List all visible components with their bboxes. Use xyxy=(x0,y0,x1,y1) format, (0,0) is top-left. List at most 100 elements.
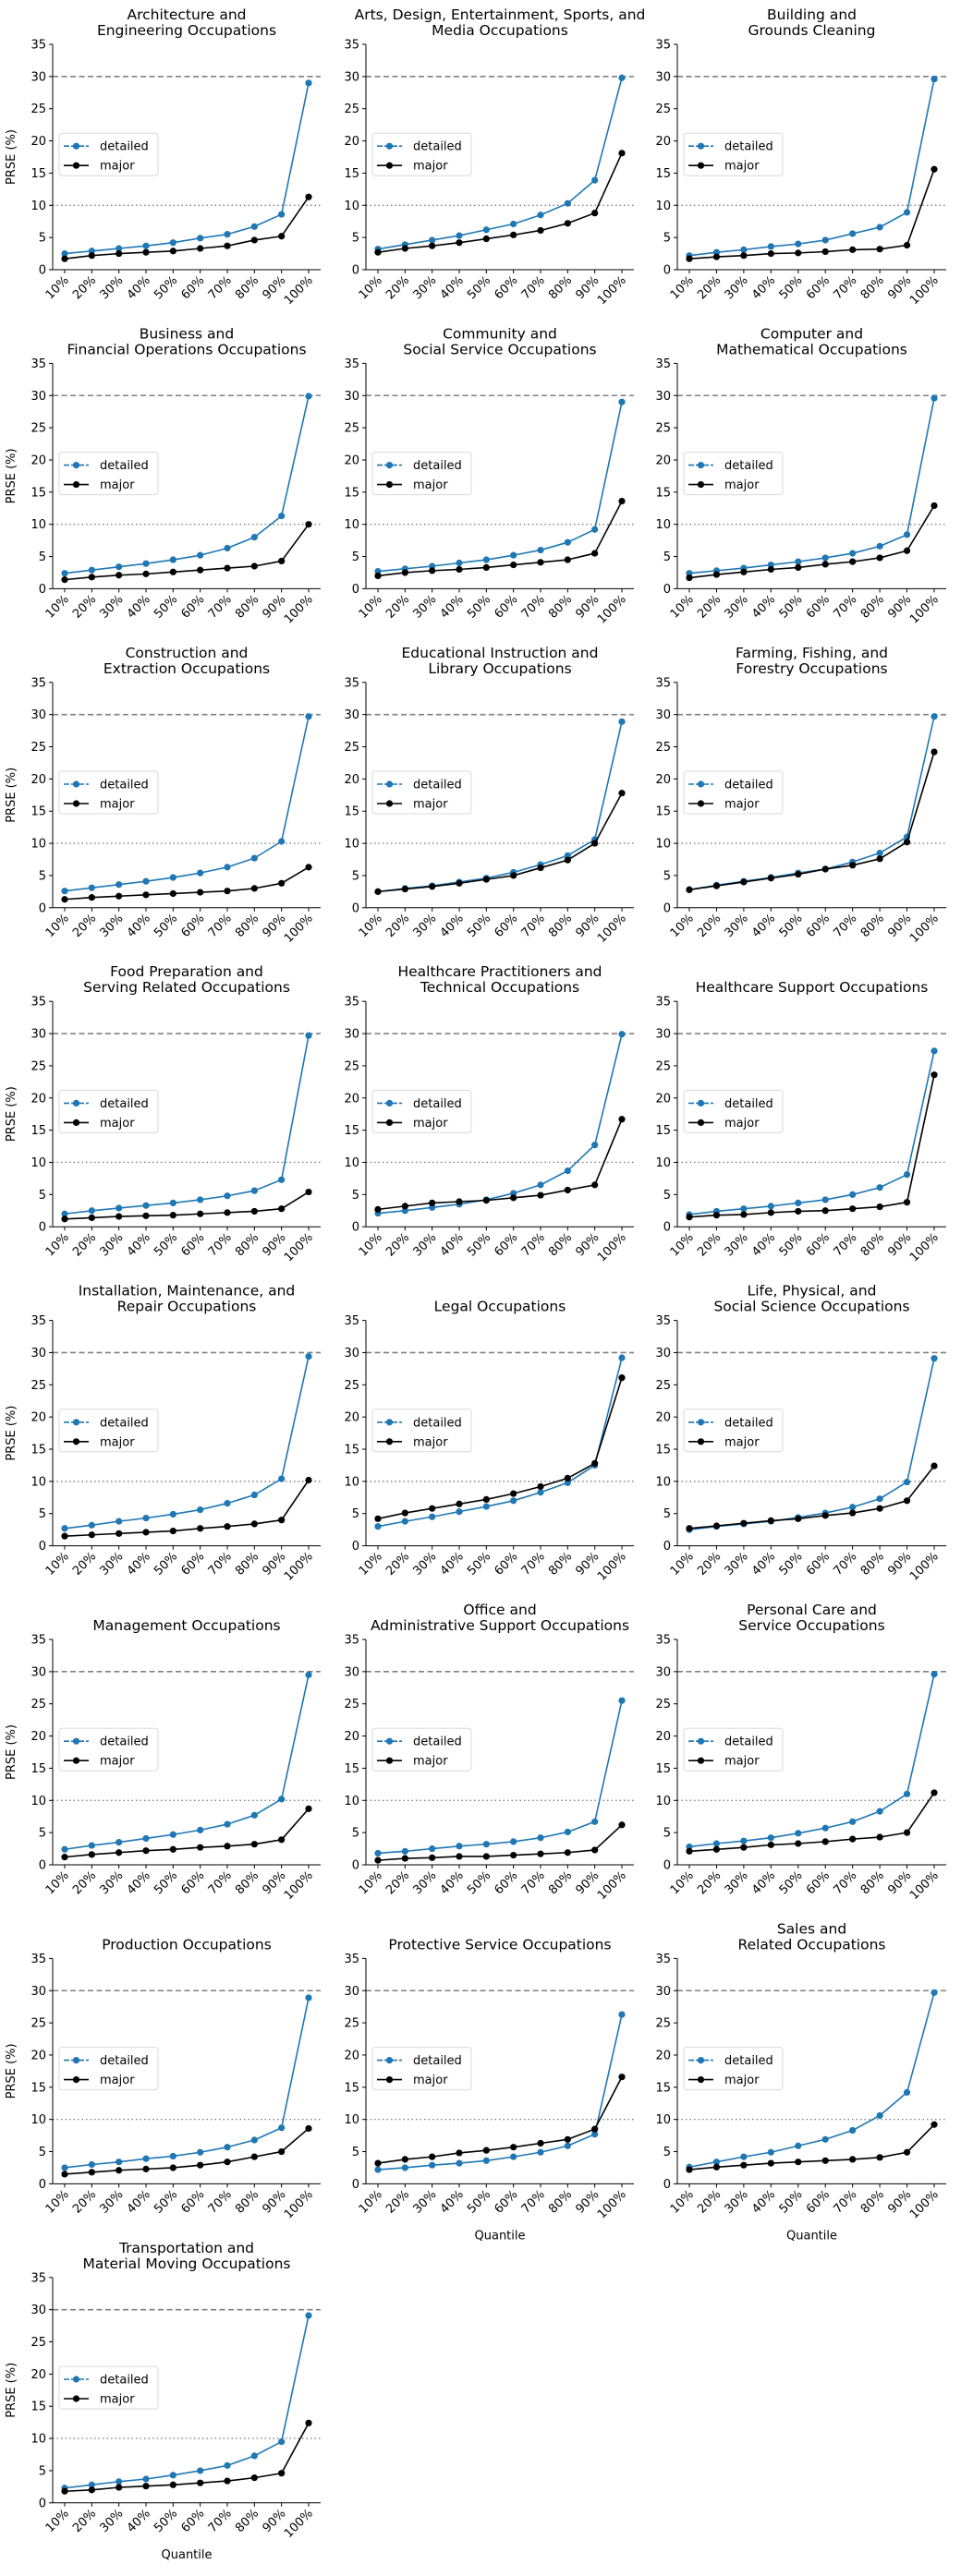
legend-label-major: major xyxy=(413,1435,448,1449)
series-line-major xyxy=(64,1191,310,1220)
x-tick-label: 10% xyxy=(43,1230,72,1259)
x-tick-label: 50% xyxy=(152,273,180,302)
x-tick-label: 100% xyxy=(907,1869,942,1903)
y-tick-label: 5 xyxy=(663,1507,671,1521)
data-point-detailed xyxy=(88,884,95,891)
data-point-detailed xyxy=(903,1171,911,1179)
x-tick-label: 80% xyxy=(233,2507,262,2535)
legend-marker-detailed xyxy=(72,142,80,150)
legend-marker-detailed xyxy=(697,780,705,788)
data-point-major xyxy=(712,253,721,260)
y-tick-label: 5 xyxy=(39,1507,46,1521)
data-point-detailed xyxy=(61,570,68,577)
data-point-major xyxy=(116,2484,123,2491)
data-point-detailed xyxy=(740,1205,748,1213)
y-tick-label: 0 xyxy=(663,1540,671,1554)
series-line-detailed xyxy=(64,1675,310,1851)
y-tick-label: 20 xyxy=(344,2049,359,2062)
data-point-major xyxy=(482,1197,490,1204)
x-tick-label: 20% xyxy=(695,912,724,940)
data-point-detailed xyxy=(510,220,517,228)
y-tick-label: 0 xyxy=(39,2178,46,2192)
x-tick-label: 70% xyxy=(831,593,859,622)
legend-label-major: major xyxy=(724,1117,760,1131)
x-tick-label: 100% xyxy=(595,912,629,946)
data-point-detailed xyxy=(250,1811,258,1819)
legend-marker-major xyxy=(72,481,80,489)
data-point-major xyxy=(116,892,123,900)
data-point-detailed xyxy=(224,231,231,238)
data-point-detailed xyxy=(224,1820,231,1828)
x-tick-label: 70% xyxy=(206,1869,235,1897)
data-point-detailed xyxy=(197,2148,204,2156)
y-tick-label: 35 xyxy=(344,39,359,53)
legend-label-detailed: detailed xyxy=(724,1416,773,1430)
data-point-major xyxy=(456,879,463,887)
data-point-detailed xyxy=(305,713,312,720)
data-point-major xyxy=(767,1209,774,1216)
data-point-major xyxy=(482,235,490,243)
data-point-major xyxy=(250,1520,258,1528)
subplot-title: Community and xyxy=(443,325,557,342)
x-tick-label: 50% xyxy=(777,1230,806,1259)
data-point-major xyxy=(278,233,286,240)
legend-label-detailed: detailed xyxy=(724,779,773,792)
y-tick-label: 0 xyxy=(663,583,671,597)
x-tick-label: 60% xyxy=(804,1550,833,1578)
data-point-detailed xyxy=(618,74,626,81)
data-point-detailed xyxy=(849,550,857,557)
data-point-major xyxy=(305,2124,312,2133)
y-tick-label: 35 xyxy=(30,1314,46,1328)
y-tick-label: 20 xyxy=(344,1411,359,1425)
y-tick-label: 20 xyxy=(655,135,671,149)
data-point-major xyxy=(305,1805,312,1812)
series-line-detailed xyxy=(377,1357,623,1528)
legend-label-major: major xyxy=(100,2074,135,2087)
data-point-detailed xyxy=(169,2472,176,2479)
legend-marker-detailed xyxy=(72,2057,80,2064)
data-point-major xyxy=(537,864,544,872)
data-point-detailed xyxy=(931,1047,938,1055)
y-tick-label: 25 xyxy=(344,1059,359,1073)
x-tick-label: 60% xyxy=(804,273,833,302)
y-axis-label: PRSE (%) xyxy=(5,768,18,823)
y-tick-label: 5 xyxy=(352,1189,359,1203)
data-point-major xyxy=(278,1836,286,1844)
series-line-major xyxy=(377,501,623,577)
x-tick-label: 20% xyxy=(695,593,724,622)
y-tick-label: 20 xyxy=(30,2049,46,2062)
series-line-detailed xyxy=(377,1034,623,1215)
legend-label-major: major xyxy=(413,160,448,174)
y-tick-label: 15 xyxy=(30,1124,46,1138)
data-point-major xyxy=(849,862,857,869)
x-tick-label: 70% xyxy=(206,2507,235,2535)
y-tick-label: 10 xyxy=(344,518,359,532)
data-point-major xyxy=(142,1212,150,1219)
y-tick-label: 15 xyxy=(30,1444,46,1457)
data-point-detailed xyxy=(116,2478,123,2485)
x-tick-label: 70% xyxy=(831,1550,859,1578)
x-tick-label: 80% xyxy=(858,2188,887,2217)
data-point-detailed xyxy=(537,2148,544,2156)
subplot-title: Legal Occupations xyxy=(434,1299,566,1315)
data-point-major xyxy=(197,1844,204,1851)
legend-label-major: major xyxy=(724,2074,760,2087)
x-tick-label: 10% xyxy=(357,912,385,940)
legend-marker-detailed xyxy=(72,780,80,788)
x-tick-label: 60% xyxy=(492,912,520,940)
x-tick-label: 100% xyxy=(907,912,942,946)
data-point-major xyxy=(821,2157,829,2164)
legend-label-major: major xyxy=(100,478,135,492)
data-point-detailed xyxy=(931,1671,938,1678)
data-point-detailed xyxy=(278,1176,286,1183)
data-point-major xyxy=(278,557,286,565)
series-line-major xyxy=(688,168,935,260)
data-point-major xyxy=(795,1515,802,1522)
x-tick-label: 30% xyxy=(97,912,126,940)
series-line-major xyxy=(377,152,623,253)
y-tick-label: 5 xyxy=(663,2146,671,2159)
data-point-detailed xyxy=(591,1142,599,1149)
data-point-detailed xyxy=(849,1818,857,1825)
